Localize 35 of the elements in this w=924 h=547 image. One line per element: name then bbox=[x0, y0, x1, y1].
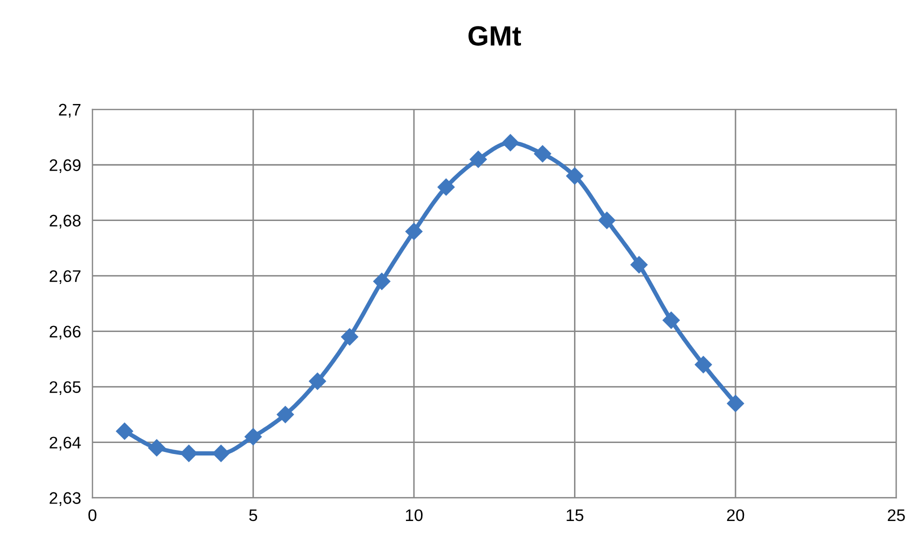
point bbox=[373, 272, 390, 290]
point bbox=[308, 372, 326, 390]
point bbox=[244, 428, 262, 446]
y-tick-label: 2,67 bbox=[50, 270, 80, 284]
point bbox=[598, 212, 616, 229]
y-tick-label: 2,69 bbox=[50, 159, 80, 174]
x-tick-label: 0 bbox=[88, 509, 96, 522]
point bbox=[502, 134, 519, 152]
point bbox=[276, 406, 294, 424]
x-tick-label: 25 bbox=[888, 509, 905, 522]
point bbox=[116, 422, 134, 440]
y-tick-label: 2,7 bbox=[58, 104, 80, 118]
point bbox=[341, 328, 358, 346]
y-tick-label: 2,63 bbox=[50, 492, 81, 506]
x-tick-label: 20 bbox=[727, 509, 744, 522]
y-tick-label: 2,68 bbox=[50, 214, 81, 229]
point bbox=[470, 150, 487, 168]
y-tick-label: 2,66 bbox=[50, 326, 81, 340]
point bbox=[630, 256, 648, 274]
x-tick-label: 5 bbox=[249, 509, 258, 522]
point bbox=[180, 444, 198, 462]
point bbox=[148, 439, 166, 456]
chart-title: GMt bbox=[468, 26, 521, 46]
point bbox=[405, 222, 423, 240]
point bbox=[726, 394, 744, 412]
y-tick-label: 2,64 bbox=[50, 436, 81, 450]
point bbox=[694, 356, 712, 374]
y-tick-label: 2,65 bbox=[50, 381, 81, 395]
point bbox=[438, 178, 455, 196]
x-tick-label: 15 bbox=[566, 509, 584, 522]
point bbox=[212, 444, 230, 462]
x-tick-label: 10 bbox=[406, 509, 423, 522]
point bbox=[662, 312, 680, 329]
point bbox=[534, 145, 552, 162]
point bbox=[566, 167, 584, 185]
